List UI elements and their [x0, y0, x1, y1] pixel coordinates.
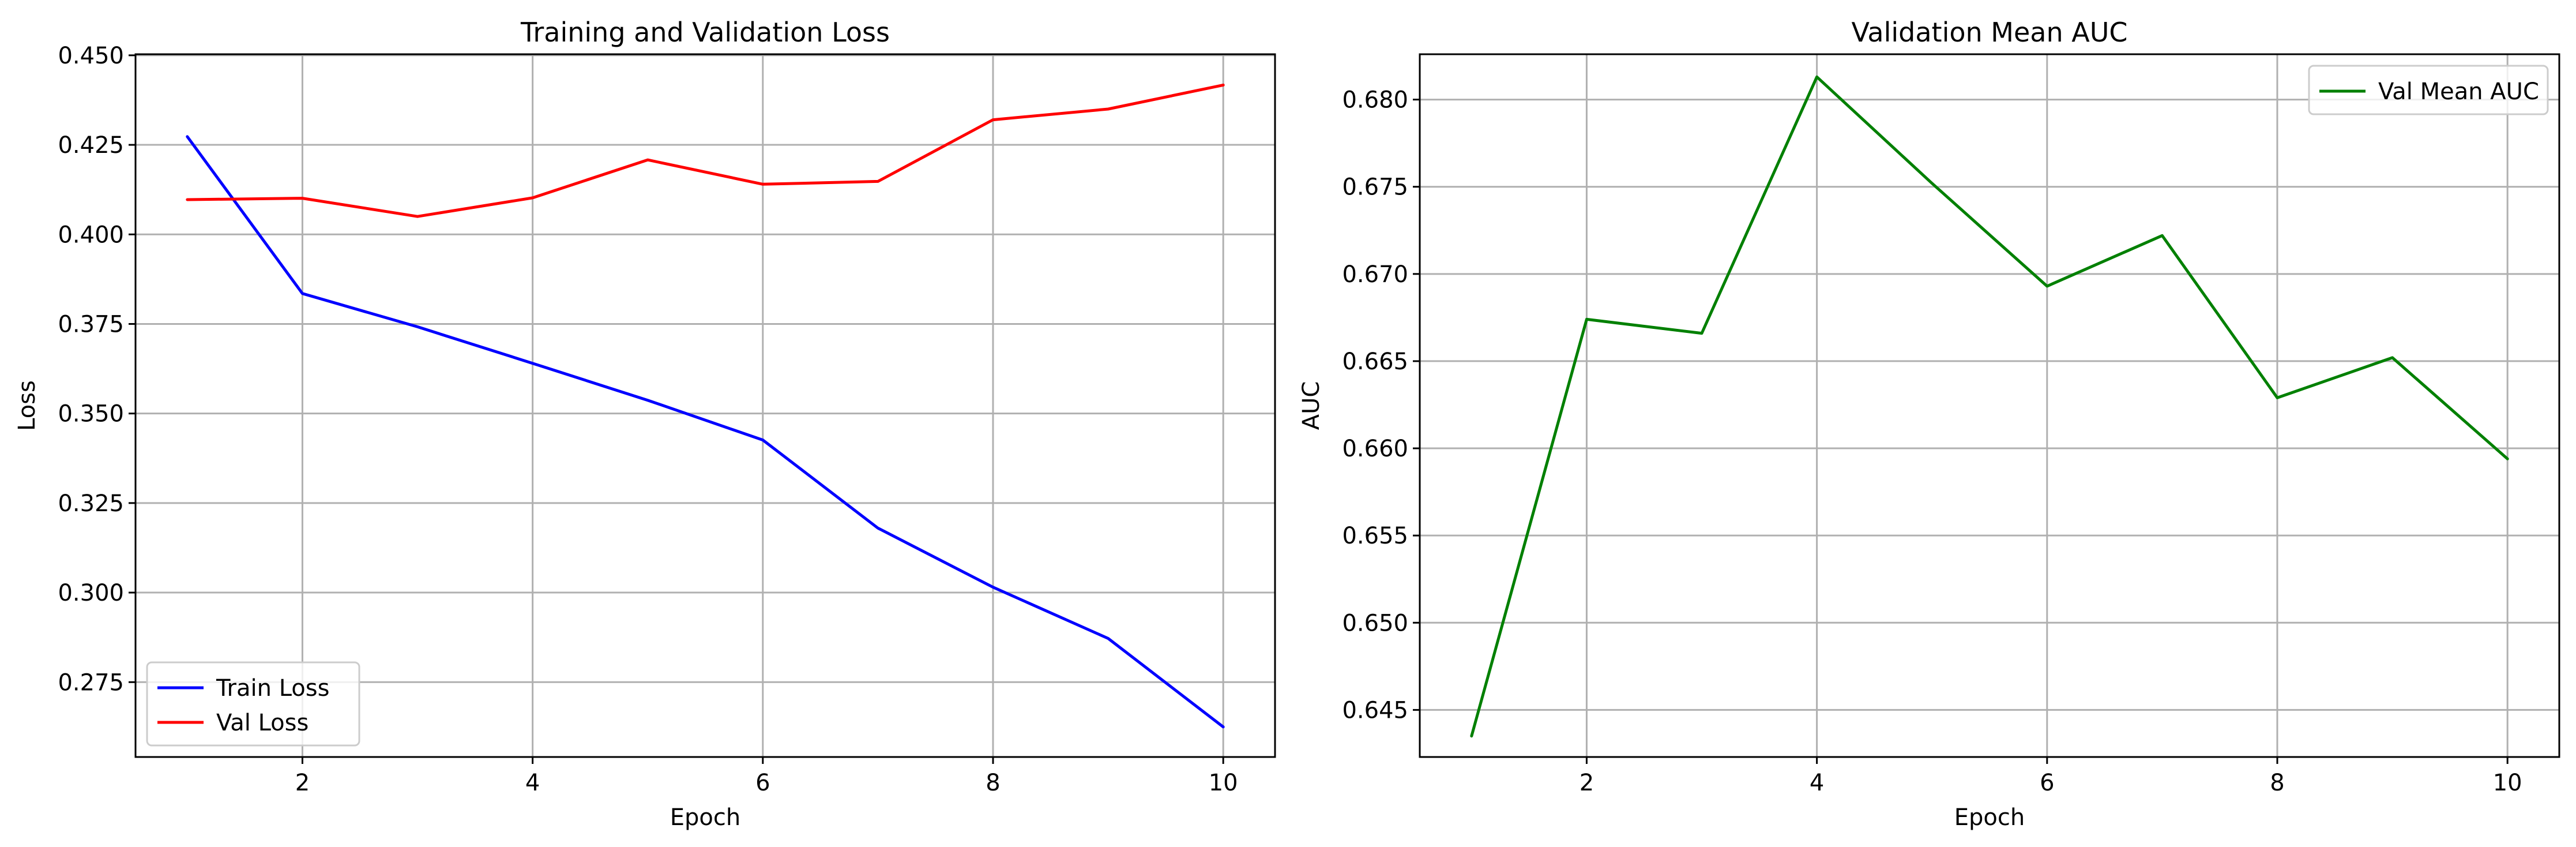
- loss-series-line-val-loss: [186, 83, 1225, 218]
- loss-y-tick-label: 0.375: [58, 311, 124, 338]
- loss-y-tick-label: 0.425: [58, 132, 124, 159]
- loss-series-lines: [186, 83, 1225, 729]
- loss-y-tick-label: 0.350: [58, 401, 124, 428]
- loss-x-tick-label: 2: [295, 770, 310, 796]
- auc-x-tick-label: 8: [2270, 770, 2284, 796]
- auc-y-tick-label: 0.670: [1342, 261, 1408, 288]
- auc-chart-title: Validation Mean AUC: [1852, 17, 2128, 48]
- auc-x-tick-label: 2: [1580, 770, 1594, 796]
- auc-y-tick-label: 0.665: [1342, 348, 1408, 375]
- loss-legend-box: [146, 661, 360, 747]
- auc-legend-label: Val Mean AUC: [2378, 78, 2539, 105]
- loss-y-tick-label: 0.325: [58, 490, 124, 517]
- loss-ticks: 2 4 6 8 10 0.275 0.300 0.325 0.350 0.375 0.400 0.42…: [58, 43, 1238, 796]
- auc-grid: [1420, 54, 2559, 757]
- loss-chart-title: Training and Validation Loss: [520, 17, 890, 48]
- auc-chart: 2 4 6 8 10 0.645 0.650 0.655 0.660 0.665 0.670 0.67…: [1298, 17, 2560, 831]
- loss-y-axis-label: Loss: [14, 380, 40, 431]
- auc-y-tick-label: 0.650: [1342, 610, 1408, 636]
- loss-plot-frame: [134, 53, 1276, 758]
- auc-series-lines: [1470, 75, 2509, 738]
- auc-ticks: 2 4 6 8 10 0.645 0.650 0.655 0.660 0.665 0.670 0.67…: [1342, 87, 2522, 796]
- auc-y-tick-label: 0.655: [1342, 523, 1408, 549]
- auc-series-line-val-mean-auc: [1470, 75, 2509, 738]
- auc-y-axis-label: AUC: [1298, 381, 1325, 430]
- loss-x-tick-label: 6: [755, 770, 770, 796]
- auc-legend: Val Mean AUC: [2308, 65, 2549, 115]
- auc-y-tick-label: 0.680: [1342, 87, 1408, 114]
- loss-y-tick-label: 0.300: [58, 580, 124, 606]
- auc-x-tick-label: 4: [1810, 770, 1824, 796]
- loss-y-tick-label: 0.400: [58, 222, 124, 248]
- loss-y-tick-label: 0.450: [58, 43, 124, 69]
- auc-x-axis-label: Epoch: [1954, 804, 2025, 831]
- loss-x-tick-label: 8: [986, 770, 1000, 796]
- auc-y-tick-label: 0.645: [1342, 697, 1408, 724]
- auc-plot-frame: [1419, 53, 2560, 758]
- loss-series-line-train-loss: [186, 135, 1225, 729]
- loss-legend: Train Loss Val Loss: [146, 661, 360, 747]
- loss-y-tick-label: 0.275: [58, 669, 124, 696]
- loss-chart: 2 4 6 8 10 0.275 0.300 0.325 0.350 0.375 0.400 0.42…: [14, 17, 1276, 831]
- loss-x-axis-label: Epoch: [670, 804, 740, 831]
- loss-legend-label: Train Loss: [216, 675, 329, 702]
- auc-x-tick-label: 10: [2493, 770, 2522, 796]
- loss-x-tick-label: 10: [1209, 770, 1238, 796]
- auc-x-tick-label: 6: [2040, 770, 2054, 796]
- loss-x-tick-label: 4: [525, 770, 540, 796]
- auc-legend-box: [2308, 65, 2549, 115]
- auc-y-tick-label: 0.660: [1342, 436, 1408, 462]
- loss-legend-label: Val Loss: [216, 710, 309, 736]
- auc-y-tick-label: 0.675: [1342, 174, 1408, 201]
